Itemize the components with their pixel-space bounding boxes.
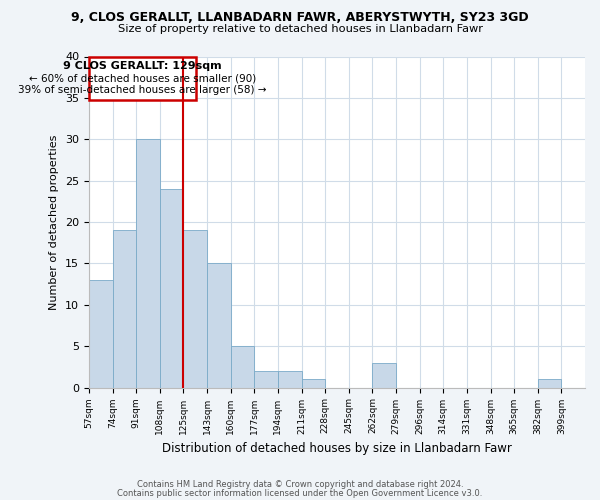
Text: Contains HM Land Registry data © Crown copyright and database right 2024.: Contains HM Land Registry data © Crown c…: [137, 480, 463, 489]
Text: ← 60% of detached houses are smaller (90): ← 60% of detached houses are smaller (90…: [29, 73, 256, 83]
Bar: [113, 230, 136, 388]
X-axis label: Distribution of detached houses by size in Llanbadarn Fawr: Distribution of detached houses by size …: [162, 442, 512, 455]
Bar: [230, 346, 254, 388]
Bar: [254, 371, 278, 388]
FancyBboxPatch shape: [89, 56, 196, 100]
Bar: [278, 371, 302, 388]
Bar: [160, 189, 184, 388]
Text: 9, CLOS GERALLT, LLANBADARN FAWR, ABERYSTWYTH, SY23 3GD: 9, CLOS GERALLT, LLANBADARN FAWR, ABERYS…: [71, 11, 529, 24]
Text: Size of property relative to detached houses in Llanbadarn Fawr: Size of property relative to detached ho…: [118, 24, 482, 34]
Bar: [207, 264, 230, 388]
Bar: [373, 362, 396, 388]
Bar: [184, 230, 207, 388]
Bar: [302, 380, 325, 388]
Bar: [136, 140, 160, 388]
Bar: [89, 280, 113, 388]
Text: 39% of semi-detached houses are larger (58) →: 39% of semi-detached houses are larger (…: [19, 86, 267, 96]
Y-axis label: Number of detached properties: Number of detached properties: [49, 134, 59, 310]
Text: Contains public sector information licensed under the Open Government Licence v3: Contains public sector information licen…: [118, 488, 482, 498]
Bar: [538, 380, 562, 388]
Text: 9 CLOS GERALLT: 129sqm: 9 CLOS GERALLT: 129sqm: [64, 60, 222, 70]
